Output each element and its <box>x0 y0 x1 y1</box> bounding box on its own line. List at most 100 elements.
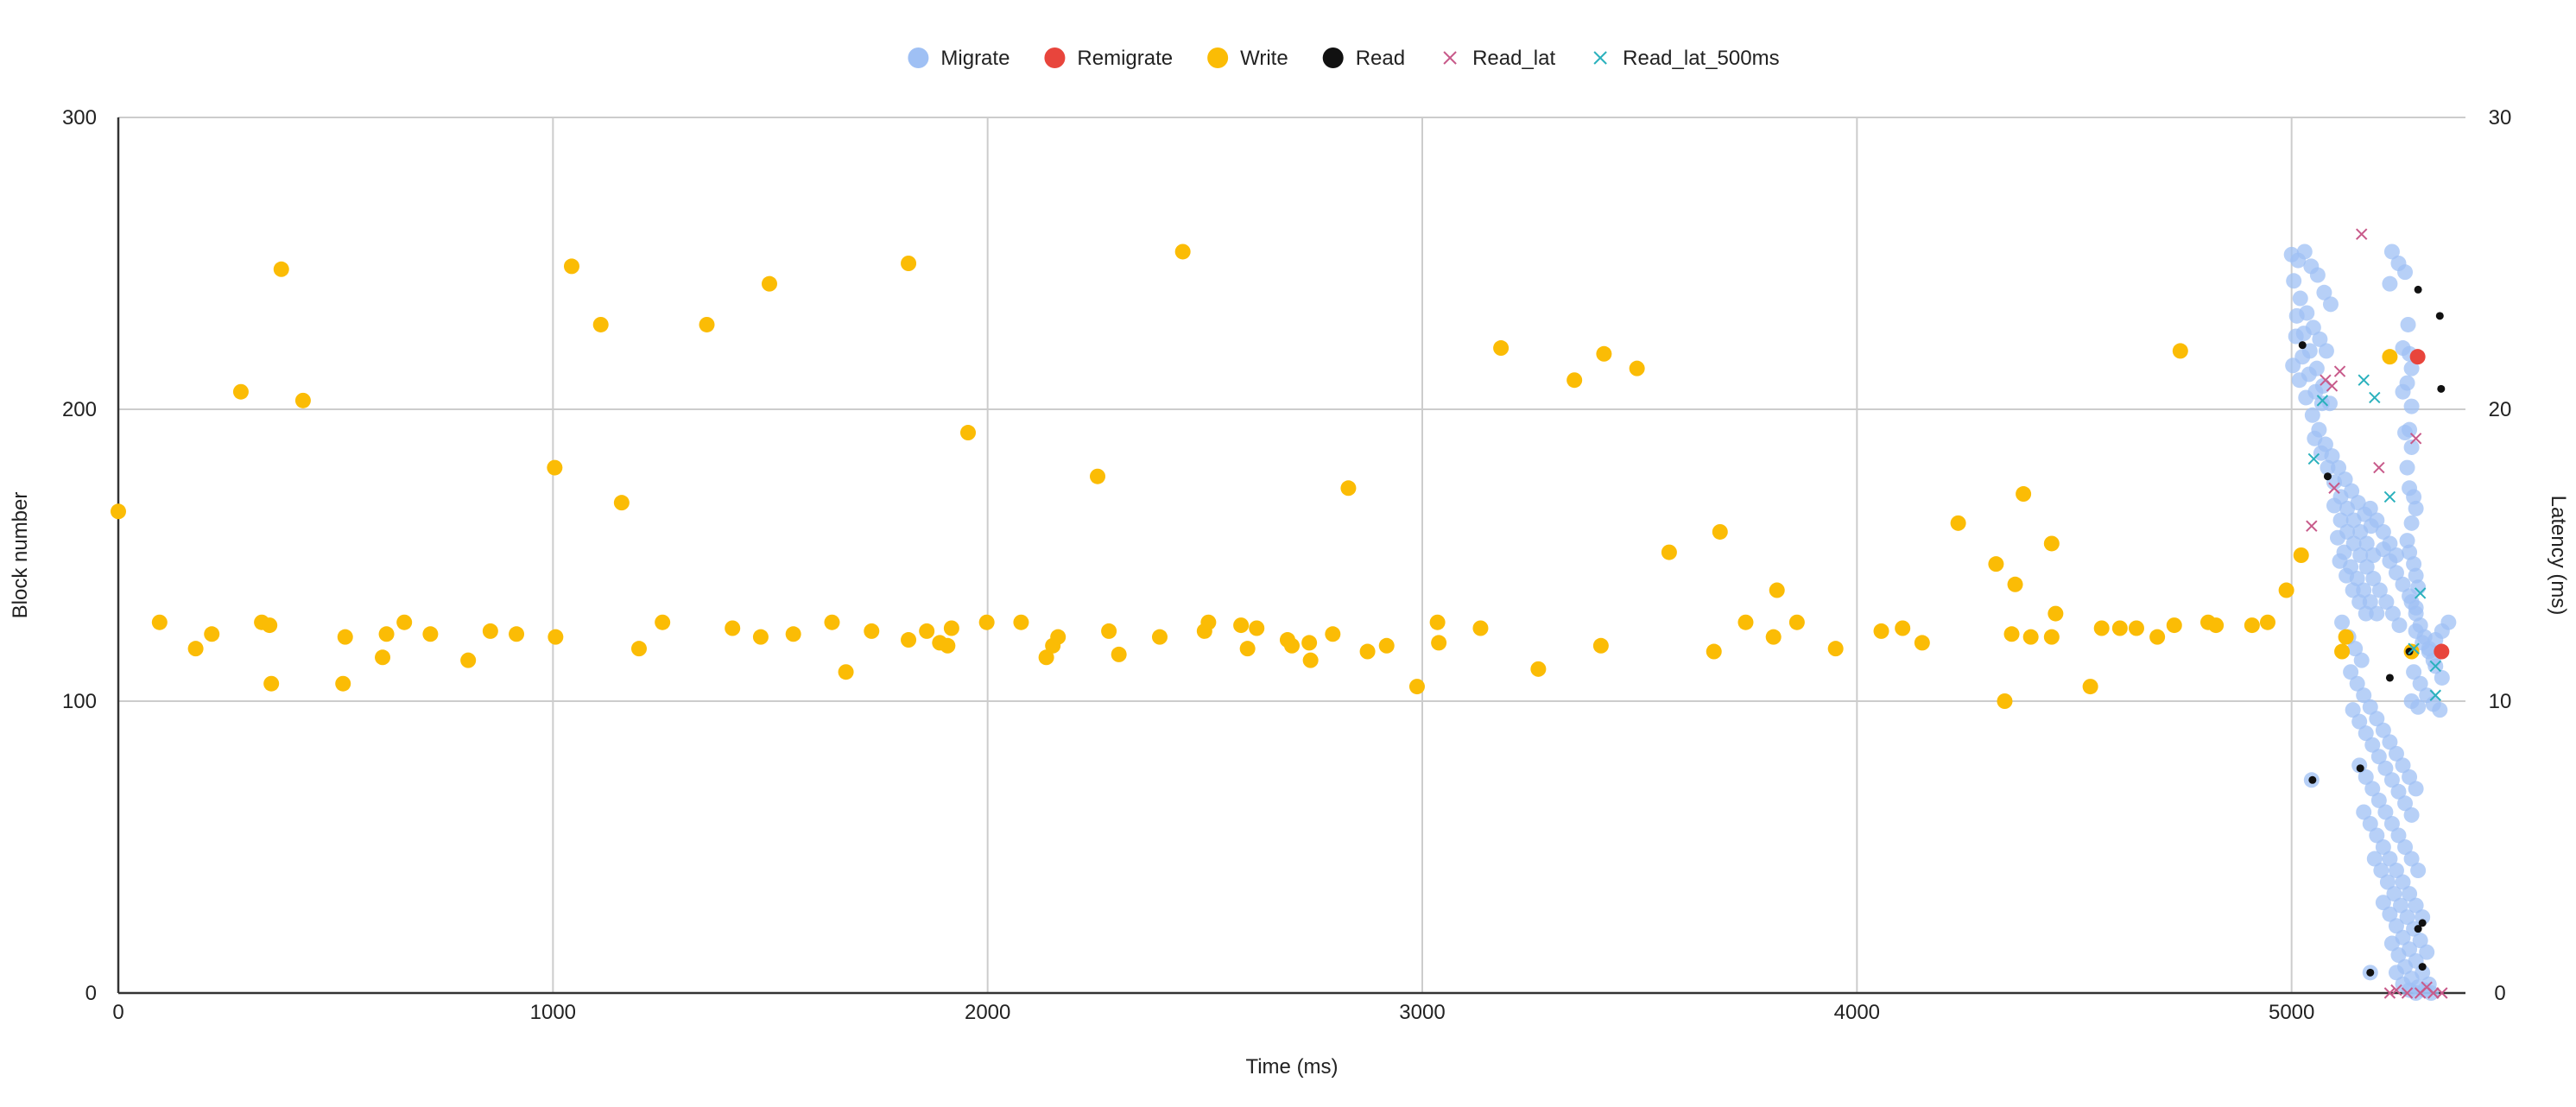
series-read <box>2298 285 2446 977</box>
point-write <box>1827 641 1844 657</box>
point-write <box>1151 629 1168 645</box>
point-write <box>2166 617 2182 634</box>
legend-label-migrate: Migrate <box>940 47 1010 70</box>
point-read-lat <box>2436 987 2448 999</box>
legend-marker-read-lat <box>1443 51 1457 65</box>
point-write <box>592 316 609 332</box>
y2-tick-label: 10 <box>2489 690 2512 713</box>
point-migrate <box>2383 935 2400 952</box>
point-migrate <box>2408 897 2424 914</box>
x-axis-title: Time (ms) <box>1245 1055 1338 1079</box>
point-migrate <box>2326 497 2342 514</box>
legend-label-read-lat: Read_lat <box>1472 47 1555 70</box>
point-write <box>752 629 769 645</box>
point-read <box>2418 963 2427 971</box>
data-marks <box>111 228 2457 1001</box>
point-migrate <box>2375 523 2391 540</box>
point-write <box>838 664 854 680</box>
point-migrate <box>2352 523 2369 540</box>
point-write <box>263 675 280 692</box>
point-migrate <box>2318 343 2334 359</box>
point-migrate <box>2403 398 2420 414</box>
point-read <box>2414 925 2422 933</box>
point-read-lat-500ms <box>2369 391 2381 404</box>
point-migrate <box>2390 947 2407 964</box>
point-write <box>2244 617 2260 634</box>
point-write <box>151 614 168 630</box>
point-migrate <box>2408 605 2424 622</box>
y-tick-label: 0 <box>85 982 97 1005</box>
point-migrate <box>2375 722 2391 738</box>
point-write <box>1661 544 1677 560</box>
point-write <box>2093 620 2110 636</box>
point-migrate <box>2362 815 2378 832</box>
point-migrate <box>2375 839 2391 855</box>
point-read <box>2414 285 2422 294</box>
point-read-lat <box>2409 433 2422 445</box>
y-axis-ticks: 0 100 200 300 <box>62 106 97 1005</box>
point-write <box>187 641 204 657</box>
point-write <box>422 626 439 642</box>
point-write <box>337 629 353 645</box>
point-write <box>1174 244 1191 260</box>
point-read-lat <box>2390 984 2402 996</box>
legend-marker-write <box>1207 47 1229 68</box>
point-read-lat <box>2401 987 2414 999</box>
point-write <box>1493 340 1510 357</box>
point-migrate <box>2406 489 2422 505</box>
legend-label-write: Write <box>1240 47 1288 70</box>
point-migrate <box>2395 383 2411 400</box>
point-write <box>2293 547 2309 563</box>
point-write <box>1712 523 1728 540</box>
y2-axis-title: Latency (ms) <box>2547 496 2570 616</box>
point-migrate <box>2301 343 2318 359</box>
y-axis-title: Block number <box>9 492 32 619</box>
point-write <box>2128 620 2144 636</box>
legend: Migrate Remigrate Write Read Read_lat Read_la… <box>908 47 1780 70</box>
point-migrate <box>2397 795 2414 812</box>
point-write <box>378 626 395 642</box>
point-migrate <box>2358 725 2374 742</box>
point-read-lat-500ms <box>2429 660 2441 673</box>
point-migrate <box>2288 307 2305 324</box>
point-migrate <box>2308 360 2325 376</box>
point-migrate <box>2384 605 2401 622</box>
point-migrate <box>2296 244 2313 260</box>
point-migrate <box>2322 296 2339 313</box>
point-migrate <box>2402 769 2418 785</box>
point-migrate <box>2415 909 2431 926</box>
point-migrate <box>2403 360 2420 376</box>
point-read-lat-500ms <box>2358 374 2370 386</box>
point-migrate <box>2286 273 2302 289</box>
point-write <box>2007 576 2023 592</box>
point-write <box>1737 614 1754 630</box>
series-migrate <box>2283 244 2457 1001</box>
point-write <box>2208 617 2225 634</box>
point-write <box>1765 629 1782 645</box>
point-migrate <box>2395 874 2411 890</box>
point-migrate <box>2423 985 2440 1001</box>
legend-marker-read <box>1322 47 1344 68</box>
point-write <box>978 614 995 630</box>
point-migrate <box>2292 290 2308 307</box>
point-migrate <box>2362 500 2378 516</box>
point-migrate <box>2403 439 2420 455</box>
point-migrate <box>2349 675 2365 692</box>
x-tick-label: 1000 <box>530 1001 576 1024</box>
point-read-lat-500ms <box>2429 689 2441 701</box>
point-write <box>1472 620 1489 636</box>
point-write <box>547 629 564 645</box>
point-migrate <box>2432 702 2448 718</box>
point-migrate <box>2343 664 2359 680</box>
point-write <box>761 275 777 292</box>
point-migrate <box>2351 713 2368 730</box>
point-write <box>2043 535 2060 552</box>
point-remigrate <box>2409 349 2426 365</box>
point-migrate <box>2304 407 2320 423</box>
point-migrate <box>2375 895 2391 911</box>
point-read <box>2385 674 2394 682</box>
x-tick-label: 3000 <box>1399 1001 1445 1024</box>
point-write <box>2334 643 2351 660</box>
point-migrate <box>2352 547 2369 563</box>
